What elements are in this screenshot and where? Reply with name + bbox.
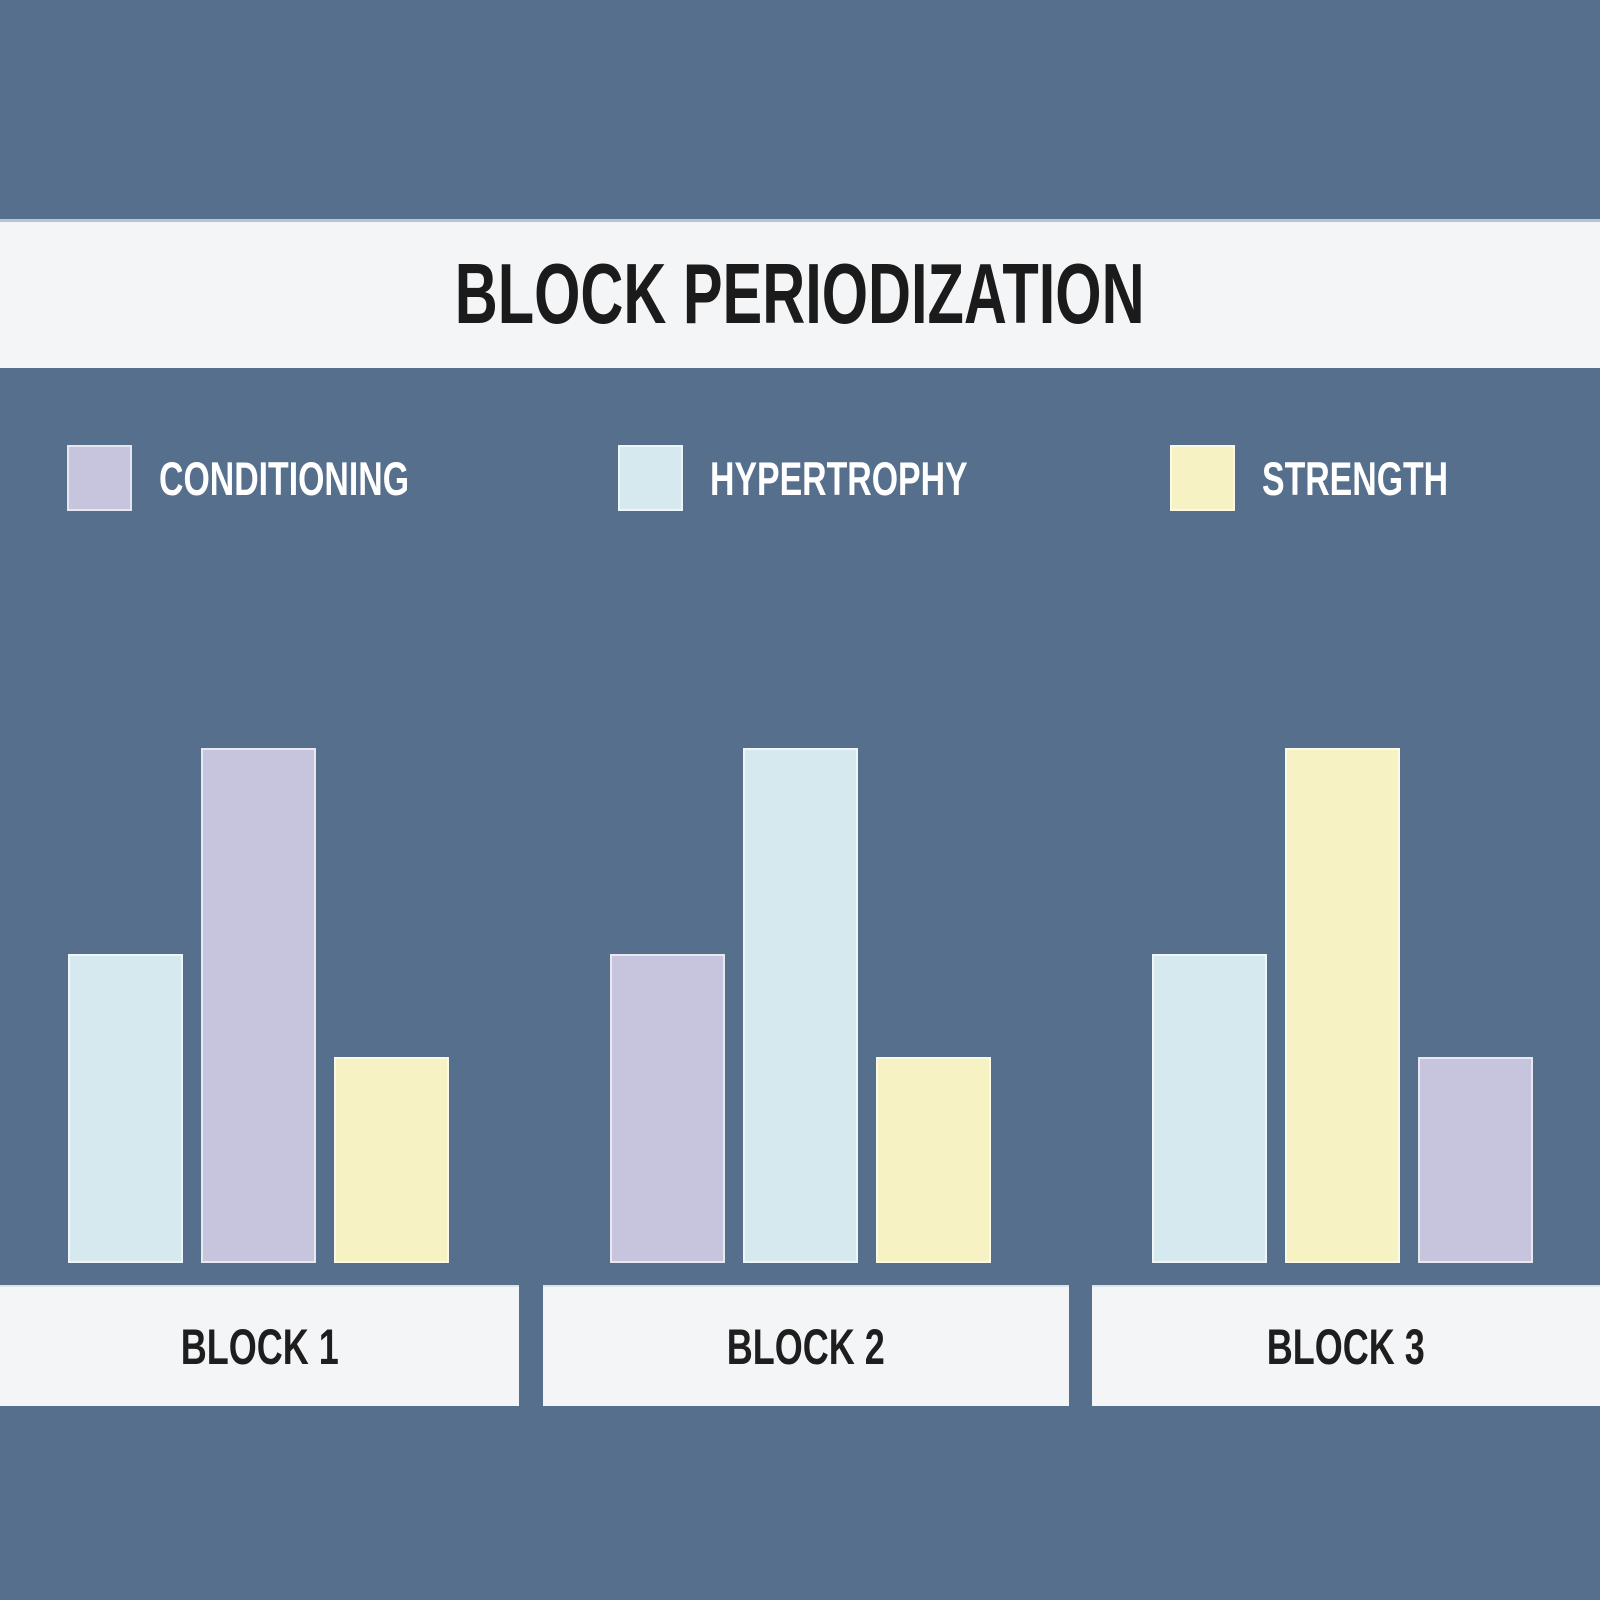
legend-item-strength: STRENGTH (1170, 445, 1521, 511)
block-2-label-box: BLOCK 2 (543, 1285, 1069, 1406)
strength-swatch-icon (1170, 445, 1235, 511)
bar-block2-conditioning (610, 954, 725, 1263)
legend-label-strength: STRENGTH (1262, 451, 1449, 505)
block-3-label-box: BLOCK 3 (1092, 1285, 1600, 1406)
bar-block1-strength (334, 1057, 449, 1263)
bar-block2-strength (876, 1057, 991, 1263)
page-title: BLOCK PERIODIZATION (455, 247, 1145, 342)
bar-block1-hypertrophy (68, 954, 183, 1263)
bar-block3-strength (1285, 748, 1400, 1263)
block-1-label: BLOCK 1 (180, 1318, 339, 1375)
bar-block2-hypertrophy (743, 748, 858, 1263)
block-3-label: BLOCK 3 (1266, 1318, 1426, 1375)
title-band: BLOCK PERIODIZATION (0, 219, 1600, 368)
legend-item-hypertrophy: HYPERTROPHY (618, 445, 1068, 511)
block-1-label-box: BLOCK 1 (0, 1285, 519, 1406)
legend-item-conditioning: CONDITIONING (67, 445, 506, 511)
conditioning-swatch-icon (67, 445, 132, 511)
block-2-label: BLOCK 2 (726, 1318, 886, 1375)
bar-block1-conditioning (201, 748, 316, 1263)
bar-block3-conditioning (1418, 1057, 1533, 1263)
hypertrophy-swatch-icon (618, 445, 683, 511)
bar-block3-hypertrophy (1152, 954, 1267, 1263)
legend-label-conditioning: CONDITIONING (159, 451, 410, 505)
legend-label-hypertrophy: HYPERTROPHY (710, 451, 968, 505)
